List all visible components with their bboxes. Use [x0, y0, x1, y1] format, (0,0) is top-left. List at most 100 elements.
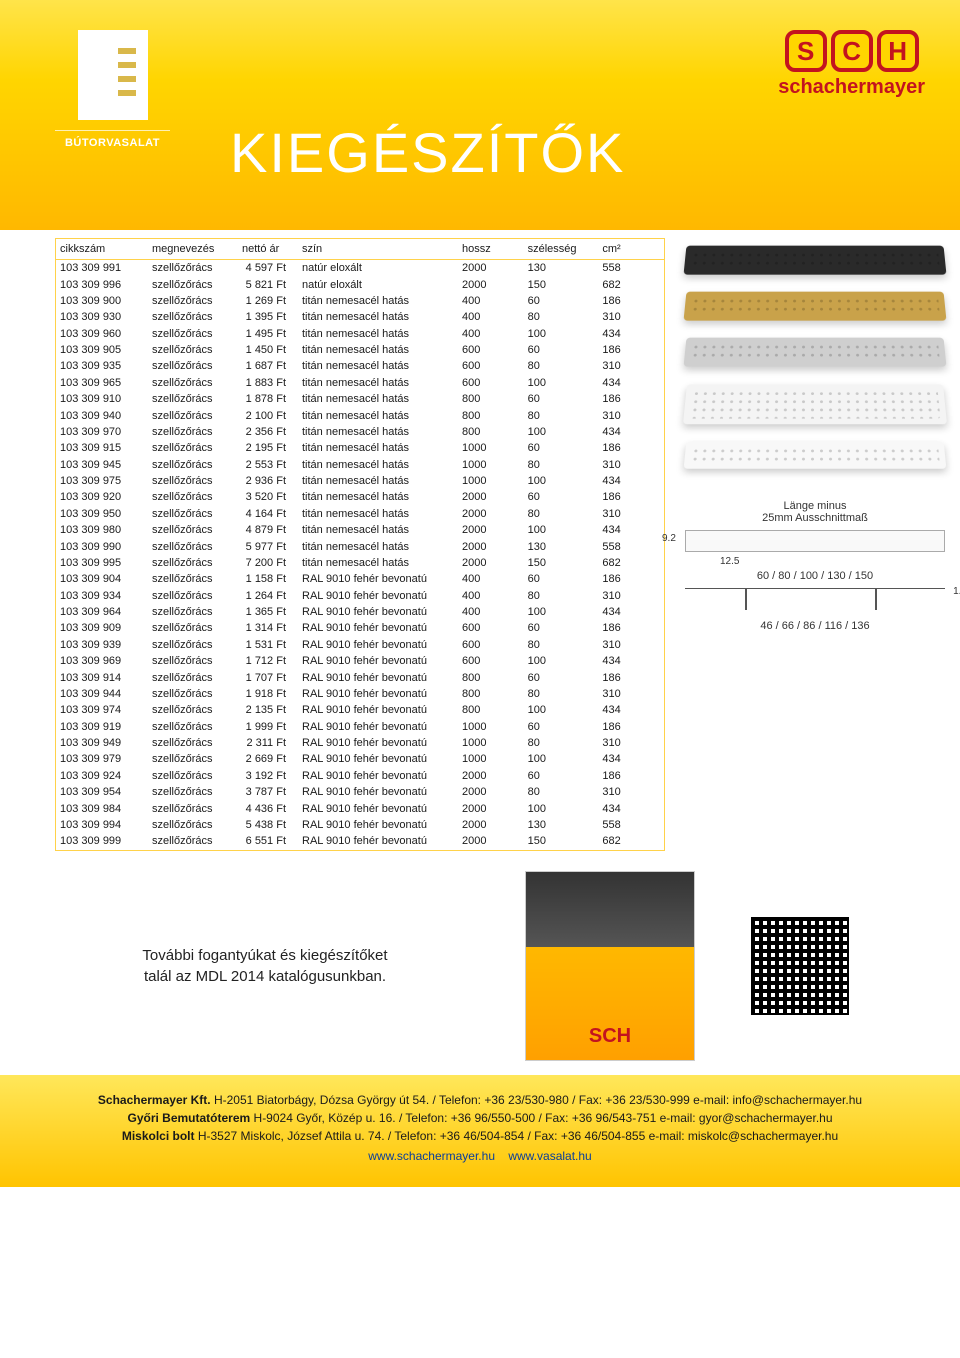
dim-title: Länge minus 25mm Ausschnittmaß — [685, 500, 945, 524]
table-cell: 186 — [598, 440, 664, 456]
table-cell: 4 597 Ft — [238, 260, 298, 277]
table-cell: 434 — [598, 800, 664, 816]
table-cell: 310 — [598, 784, 664, 800]
table-cell: titán nemesacél hatás — [298, 407, 458, 423]
side-images: Länge minus 25mm Ausschnittmaß 9.2 12.5 … — [685, 238, 945, 851]
table-cell: 400 — [458, 293, 524, 309]
dim-value-92: 9.2 — [662, 533, 676, 544]
table-cell: RAL 9010 fehér bevonatú — [298, 571, 458, 587]
table-cell: 600 — [458, 342, 524, 358]
table-row: 103 309 991szellőzőrács4 597 Ftnatúr elo… — [56, 260, 664, 277]
table-cell: 103 309 904 — [56, 571, 148, 587]
table-cell: 60 — [524, 391, 599, 407]
table-cell: 2000 — [458, 276, 524, 292]
table-cell: 80 — [524, 686, 599, 702]
col-width: szélesség — [524, 239, 599, 260]
table-cell: szellőzőrács — [148, 424, 238, 440]
table-cell: szellőzőrács — [148, 457, 238, 473]
table-cell: 103 309 996 — [56, 276, 148, 292]
table-cell: 1 687 Ft — [238, 358, 298, 374]
table-cell: 103 309 999 — [56, 833, 148, 849]
dim-peg-2 — [875, 588, 877, 610]
table-cell: 1 918 Ft — [238, 686, 298, 702]
table-cell: 80 — [524, 506, 599, 522]
footer-link1[interactable]: www.schachermayer.hu — [368, 1149, 495, 1163]
logo: S C H schachermayer — [778, 30, 925, 99]
grille-sample-white-narrow — [684, 442, 947, 469]
table-cell: 103 309 900 — [56, 293, 148, 309]
table-cell: 186 — [598, 620, 664, 636]
table-cell: 186 — [598, 571, 664, 587]
table-cell: szellőzőrács — [148, 751, 238, 767]
table-cell: 80 — [524, 358, 599, 374]
table-cell: titán nemesacél hatás — [298, 391, 458, 407]
table-row: 103 309 975szellőzőrács2 936 Fttitán nem… — [56, 473, 664, 489]
table-cell: 2000 — [458, 489, 524, 505]
dim-value-125: 12.5 — [720, 556, 739, 567]
product-table: cikkszám megnevezés nettó ár szín hossz … — [56, 239, 664, 850]
table-cell: 80 — [524, 784, 599, 800]
table-cell: 103 309 960 — [56, 326, 148, 342]
table-cell: 100 — [524, 702, 599, 718]
table-cell: 60 — [524, 620, 599, 636]
table-cell: 103 309 974 — [56, 702, 148, 718]
table-cell: 103 309 944 — [56, 686, 148, 702]
table-cell: szellőzőrács — [148, 735, 238, 751]
table-cell: 150 — [524, 276, 599, 292]
table-cell: 100 — [524, 424, 599, 440]
table-cell: 1 495 Ft — [238, 326, 298, 342]
table-cell: 80 — [524, 457, 599, 473]
catalog-note: További fogantyúkat és kiegészítőket tal… — [55, 945, 475, 987]
table-cell: szellőzőrács — [148, 293, 238, 309]
footer-link2[interactable]: www.vasalat.hu — [508, 1149, 591, 1163]
table-cell: 2 311 Ft — [238, 735, 298, 751]
dim-top-view: 9.2 12.5 — [685, 530, 945, 552]
table-cell: 80 — [524, 588, 599, 604]
grille-sample-black — [684, 246, 947, 275]
table-cell: 186 — [598, 669, 664, 685]
table-cell: 60 — [524, 440, 599, 456]
table-row: 103 309 984szellőzőrács4 436 FtRAL 9010 … — [56, 800, 664, 816]
table-cell: titán nemesacél hatás — [298, 293, 458, 309]
table-cell: 5 821 Ft — [238, 276, 298, 292]
table-cell: 103 309 945 — [56, 457, 148, 473]
table-cell: titán nemesacél hatás — [298, 326, 458, 342]
table-cell: 130 — [524, 538, 599, 554]
table-row: 103 309 965szellőzőrács1 883 Fttitán nem… — [56, 375, 664, 391]
table-cell: RAL 9010 fehér bevonatú — [298, 588, 458, 604]
table-cell: 2000 — [458, 260, 524, 277]
table-cell: 2 135 Ft — [238, 702, 298, 718]
dim-widths-bottom: 46 / 66 / 86 / 116 / 136 — [685, 620, 945, 632]
table-cell: szellőzőrács — [148, 800, 238, 816]
footer: Schachermayer Kft. H-2051 Biatorbágy, Dó… — [0, 1075, 960, 1187]
table-cell: 434 — [598, 375, 664, 391]
page-title: KIEGÉSZÍTŐK — [230, 120, 625, 185]
table-cell: 600 — [458, 637, 524, 653]
table-cell: szellőzőrács — [148, 768, 238, 784]
table-header-row: cikkszám megnevezés nettó ár szín hossz … — [56, 239, 664, 260]
dim-title-line1: Länge minus — [784, 500, 847, 512]
table-cell: szellőzőrács — [148, 473, 238, 489]
footer-line1-rest: H-2051 Biatorbágy, Dózsa György út 54. /… — [211, 1093, 862, 1107]
catalog-cover-thumb — [525, 871, 695, 1061]
table-cell: szellőzőrács — [148, 326, 238, 342]
table-row: 103 309 924szellőzőrács3 192 FtRAL 9010 … — [56, 768, 664, 784]
table-cell: 1 878 Ft — [238, 391, 298, 407]
table-cell: 2000 — [458, 817, 524, 833]
table-cell: titán nemesacél hatás — [298, 538, 458, 554]
table-cell: 1 712 Ft — [238, 653, 298, 669]
table-cell: 103 309 965 — [56, 375, 148, 391]
table-cell: titán nemesacél hatás — [298, 358, 458, 374]
footer-line2-rest: H-9024 Győr, Közép u. 16. / Telefon: +36… — [250, 1111, 832, 1125]
table-cell: szellőzőrács — [148, 604, 238, 620]
table-cell: 1 707 Ft — [238, 669, 298, 685]
table-cell: 2000 — [458, 833, 524, 849]
table-cell: 186 — [598, 342, 664, 358]
table-cell: szellőzőrács — [148, 620, 238, 636]
dimension-diagram: Länge minus 25mm Ausschnittmaß 9.2 12.5 … — [685, 500, 945, 636]
table-cell: 1 269 Ft — [238, 293, 298, 309]
table-cell: 434 — [598, 424, 664, 440]
dim-title-line2: 25mm Ausschnittmaß — [762, 512, 868, 524]
table-cell: 186 — [598, 391, 664, 407]
table-cell: 310 — [598, 358, 664, 374]
